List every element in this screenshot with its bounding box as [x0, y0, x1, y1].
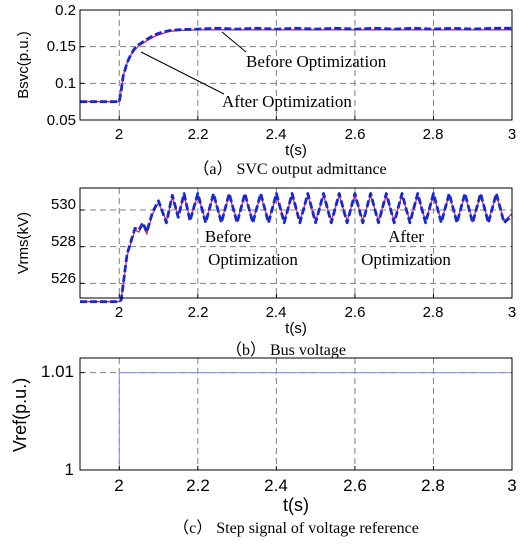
ticks-b — [80, 209, 513, 298]
y-tick-label: 528 — [51, 233, 76, 250]
annotation-before-optimization-line2: Optimization — [208, 250, 298, 269]
y-tick-label: 0.15 — [47, 38, 76, 55]
x-tick-label: 2 — [114, 476, 123, 495]
panel-b: 530 528 526 2 2.2 2.4 2.6 2.8 3 t(s) Vrm… — [15, 187, 516, 359]
y-tick-label: 0.2 — [55, 2, 76, 19]
y-tick-label: 526 — [51, 270, 76, 287]
series-a — [80, 26, 512, 104]
x-tick-label: 3 — [508, 304, 516, 321]
caption-a: （a） SVC output admittance — [193, 160, 386, 178]
x-tick-label: 2.4 — [266, 126, 287, 143]
x-tick-label: 2.8 — [423, 304, 444, 321]
y-tick-label: 0.1 — [55, 75, 76, 92]
ticks-c — [80, 372, 513, 471]
annotation-leader-before — [221, 31, 247, 53]
x-tick-label: 2.2 — [186, 476, 210, 495]
panel-c: 1.01 1 2 2.2 2.4 2.6 2.8 3 t(s) Vref(p.u… — [10, 357, 517, 537]
y-axis-label: Bsvc(p.u.) — [15, 31, 32, 99]
annotation-before-optimization: Before Optimization — [246, 52, 387, 71]
x-tick-label: 2 — [115, 304, 123, 321]
x-tick-label: 2.8 — [421, 476, 445, 495]
x-tick-label: 2.6 — [345, 304, 366, 321]
x-tick-label: 2.6 — [343, 476, 367, 495]
series-line-before-optimization — [80, 26, 512, 104]
x-axis-label: t(s) — [285, 142, 307, 159]
series-c — [80, 372, 512, 471]
y-tick-label: 1 — [65, 460, 74, 479]
x-tick-label: 2.4 — [266, 304, 287, 321]
caption-b: （b） Bus voltage — [226, 341, 346, 359]
panel-a: 0.2 0.15 0.1 0.05 2 2.2 2.4 2.6 2.8 3 t(… — [15, 2, 516, 178]
x-tick-label: 2.6 — [345, 126, 366, 143]
grid-a — [80, 10, 512, 120]
caption-c: （c） Step signal of voltage reference — [173, 519, 419, 537]
x-tick-label: 2.8 — [423, 126, 444, 143]
y-tick-label: 0.05 — [47, 112, 76, 129]
grid-c — [80, 358, 512, 470]
y-axis-label: Vrms(kV) — [15, 212, 32, 274]
y-axis-label: Vref(p.u.) — [10, 378, 30, 452]
x-axis-label: t(s) — [283, 495, 309, 515]
series-line-before-optimization — [80, 192, 513, 304]
y-tick-label: 1.01 — [41, 362, 74, 381]
x-tick-label: 2.2 — [188, 304, 209, 321]
plot-frame-a — [79, 9, 513, 121]
x-tick-label: 2.4 — [264, 476, 288, 495]
ticks-a — [80, 9, 513, 121]
y-tick-label: 530 — [51, 196, 76, 213]
x-axis-label: t(s) — [285, 320, 307, 337]
annotation-after-optimization-line2: Optimization — [361, 250, 451, 269]
annotation-after-optimization: After Optimization — [222, 92, 352, 111]
x-tick-label: 3 — [507, 476, 516, 495]
x-tick-label: 2.2 — [188, 126, 209, 143]
x-tick-label: 2 — [115, 126, 123, 143]
plot-frame-b — [79, 187, 513, 299]
annotation-before-optimization-line1: Before — [205, 227, 251, 246]
series-line-step — [80, 372, 512, 471]
annotation-leader-after — [140, 51, 225, 95]
plot-frame-c — [79, 357, 513, 471]
series-line-after-optimization — [80, 192, 513, 303]
annotation-after-optimization-line1: After — [388, 227, 424, 246]
x-tick-label: 3 — [508, 126, 516, 143]
series-b — [80, 192, 513, 304]
